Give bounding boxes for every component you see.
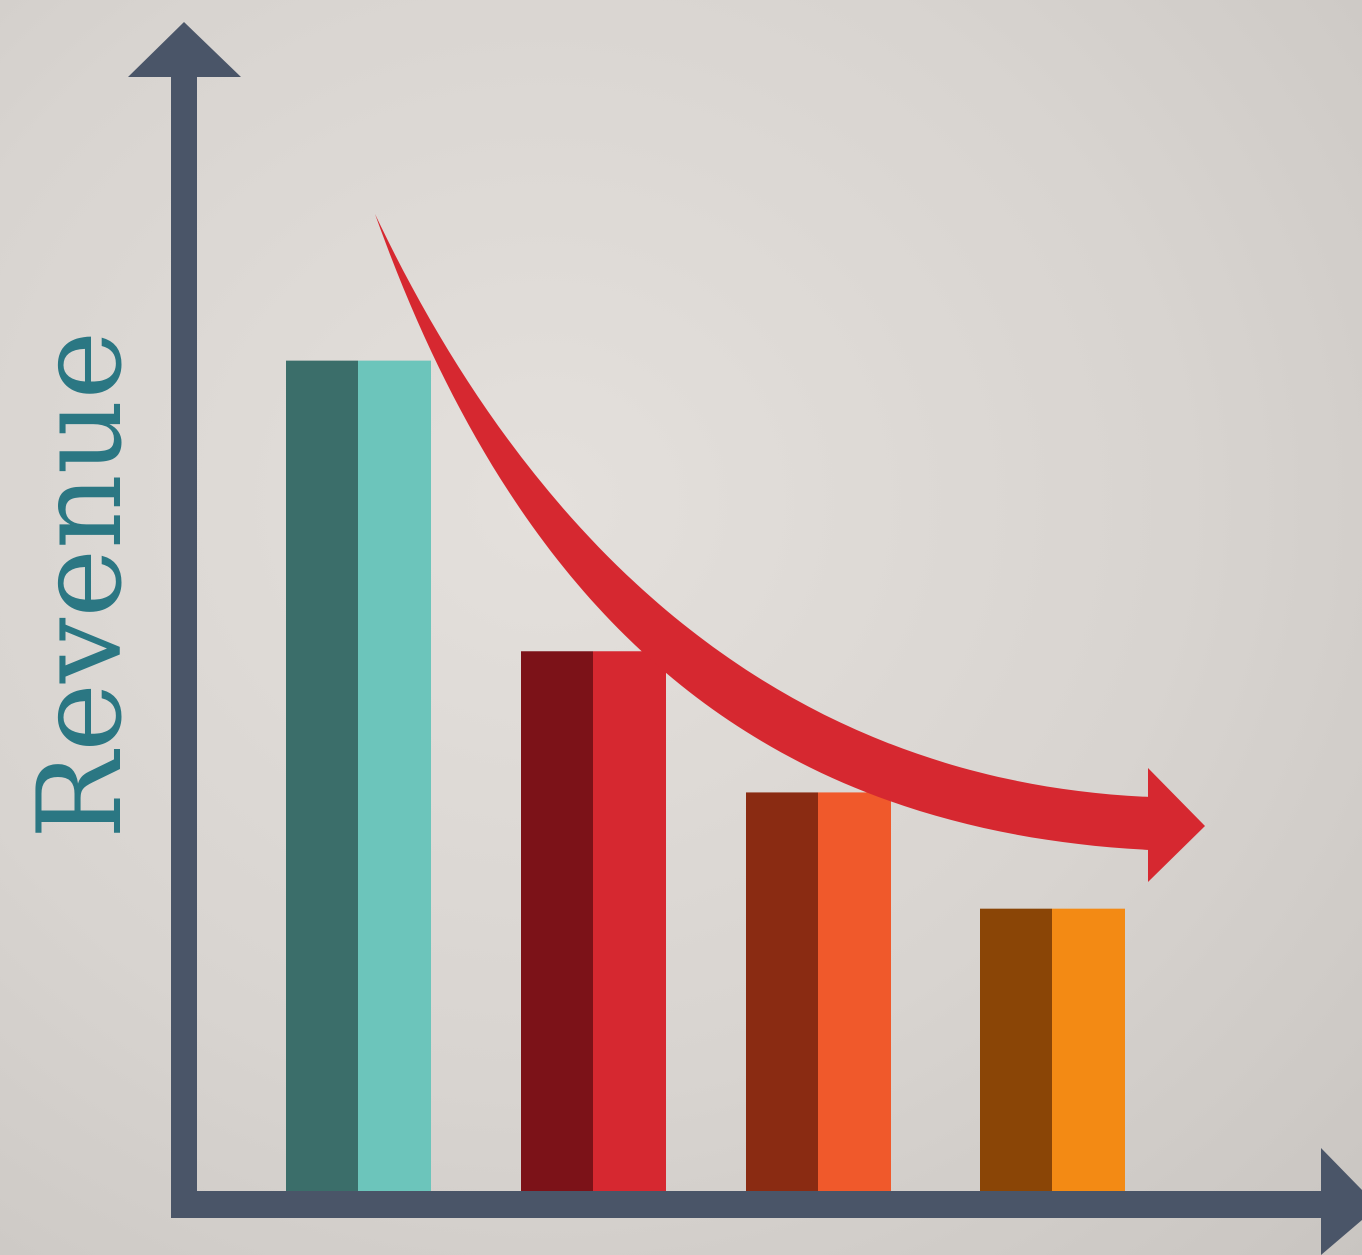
bar-3-light-face (818, 792, 891, 1191)
y-axis-label: Revenue (13, 331, 148, 839)
bar-1-dark-face (286, 360, 358, 1191)
x-axis-arrowhead (1321, 1148, 1362, 1255)
x-axis (171, 1191, 1321, 1218)
axes (128, 22, 1362, 1255)
bars-group (286, 360, 1125, 1191)
y-axis-arrowhead (128, 22, 241, 77)
bar-4-light-face (1052, 908, 1125, 1191)
bar-1-light-face (358, 360, 431, 1191)
bar-4-dark-face (980, 908, 1052, 1191)
trend-arrow (375, 214, 1205, 882)
bar-2-dark-face (521, 651, 593, 1191)
bar-3-dark-face (746, 792, 818, 1191)
y-axis (171, 70, 197, 1218)
trend-arrow-shaft (375, 214, 1150, 850)
trend-arrow-head (1148, 768, 1205, 882)
bar-2-light-face (593, 651, 666, 1191)
